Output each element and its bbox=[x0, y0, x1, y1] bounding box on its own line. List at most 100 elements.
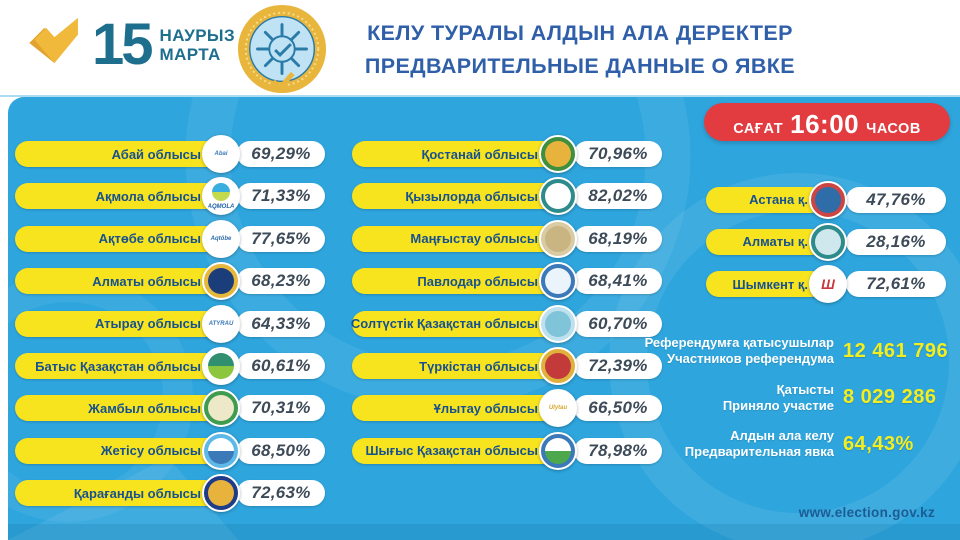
ulytau-region-emblem: Ulytau bbox=[539, 389, 577, 428]
region-label: Абай облысы bbox=[111, 146, 201, 162]
turnout-value: 72,61% bbox=[866, 274, 926, 294]
zhetisu-region-emblem bbox=[202, 431, 240, 470]
turnout-value: 60,70% bbox=[588, 313, 648, 333]
turnout-row: Алматы қ. 28,16% bbox=[706, 222, 952, 261]
turnout-value: 68,19% bbox=[588, 228, 648, 248]
astana-city-emblem bbox=[809, 180, 847, 219]
aqmola-region-emblem-text: AQMOLA bbox=[207, 204, 235, 211]
turnout-row: Астана қ. 47,76% bbox=[706, 180, 952, 219]
abai-region-emblem: Abai bbox=[202, 135, 240, 173]
turnout-row: Павлодар облысы 68,41% bbox=[352, 262, 670, 301]
turnout-value: 72,63% bbox=[251, 483, 311, 503]
region-label: Шымкент қ. bbox=[732, 276, 808, 292]
turnout-value: 60,61% bbox=[251, 356, 311, 375]
turnout-value: 47,76% bbox=[866, 189, 926, 209]
karagandy-region-emblem bbox=[202, 474, 240, 513]
region-name-pill: Атырау облысы bbox=[15, 310, 221, 337]
summary-label-ru: Участников референдума bbox=[667, 351, 834, 367]
turnout-row: Жамбыл облысы 70,31% bbox=[15, 389, 327, 428]
turnout-row: Абай облысы 69,29% Abai bbox=[15, 135, 327, 173]
shymkent-city-emblem-text: Ш bbox=[821, 276, 835, 293]
kyzylorda-region-emblem bbox=[539, 177, 577, 216]
region-label: Ақтөбе облысы bbox=[98, 231, 201, 247]
aqmola-region-emblem: AQMOLA bbox=[202, 177, 240, 216]
turnout-row: Ақтөбе облысы 77,65% Aqtöbe bbox=[15, 219, 327, 258]
turnout-value: 77,65% bbox=[251, 228, 311, 248]
turnout-value-pill: 60,61% bbox=[237, 353, 325, 379]
region-label: Батыс Қазақстан облысы bbox=[35, 358, 201, 374]
turnout-row: Қарағанды облысы 72,63% bbox=[15, 474, 327, 513]
region-label: Түркістан облысы bbox=[419, 358, 538, 374]
turnout-row: Ұлытау облысы 66,50% Ulytau bbox=[352, 389, 670, 428]
logo-month: НАУРЫЗ МАРТА bbox=[160, 26, 236, 64]
turnout-row: Алматы облысы 68,23% bbox=[15, 262, 327, 301]
region-name-pill: Жетісу облысы bbox=[15, 437, 221, 464]
time-badge-prefix: САҒАТ bbox=[733, 121, 784, 137]
website-link[interactable]: www.election.gov.kz bbox=[798, 505, 935, 520]
region-name-pill: Қарағанды облысы bbox=[15, 480, 221, 507]
region-label: Жетісу облысы bbox=[100, 443, 201, 459]
summary-label-kk: Қатысты bbox=[776, 381, 834, 397]
summary-label-kk: Алдын ала келу bbox=[730, 428, 834, 443]
turnout-value-pill: 72,63% bbox=[237, 480, 325, 507]
summary-value: 8 029 286 bbox=[843, 386, 937, 409]
turnout-row: Қостанай облысы 70,96% bbox=[352, 135, 670, 173]
mangystau-region-emblem bbox=[539, 219, 577, 258]
turnout-value: 28,16% bbox=[866, 231, 926, 251]
turnout-value-pill: 78,98% bbox=[574, 437, 662, 464]
turnout-value-pill: 68,19% bbox=[574, 225, 662, 252]
summary-row: Алдын ала келу Предварительная явка 64,43% bbox=[446, 428, 946, 461]
turnout-value-pill: 69,29% bbox=[237, 141, 325, 167]
region-label: Қызылорда облысы bbox=[405, 188, 538, 204]
turnout-value-pill: 71,33% bbox=[237, 183, 325, 210]
turnout-value: 78,98% bbox=[588, 440, 648, 460]
page-title-kk: КЕЛУ ТУРАЛЫ АЛДЫН АЛА ДЕРЕКТЕР bbox=[367, 21, 793, 45]
region-label: Шығыс Қазақстан облысы bbox=[365, 443, 538, 459]
soltustik-qazaqstan-region-emblem bbox=[539, 304, 577, 343]
region-label: Ақмола облысы bbox=[95, 188, 201, 204]
turnout-value-pill: 77,65% bbox=[237, 225, 325, 252]
abai-region-emblem-text: Abai bbox=[214, 151, 228, 157]
turnout-value: 69,29% bbox=[251, 144, 311, 163]
region-name-pill: Маңғыстау облысы bbox=[352, 225, 558, 252]
turnout-value: 68,50% bbox=[251, 440, 311, 460]
region-name-pill: Қызылорда облысы bbox=[352, 183, 558, 210]
kostanay-region-emblem bbox=[539, 135, 577, 173]
region-label: Павлодар облысы bbox=[417, 273, 538, 289]
turnout-value-pill: 60,70% bbox=[574, 310, 662, 337]
region-name-pill: Алматы қ. bbox=[706, 228, 824, 255]
region-name-pill: Жамбыл облысы bbox=[15, 395, 221, 422]
aqtobe-region-emblem: Aqtöbe bbox=[202, 219, 240, 258]
logo-month-ru: МАРТА bbox=[159, 45, 221, 64]
turnout-value: 68,23% bbox=[251, 271, 311, 291]
turnout-value-pill: 28,16% bbox=[846, 228, 946, 255]
turnout-row: Батыс Қазақстан облысы 60,61% bbox=[15, 347, 327, 385]
turnout-row: Қызылорда облысы 82,02% bbox=[352, 177, 670, 216]
summary-row: Референдумға қатысушылар Участников рефер… bbox=[446, 335, 948, 368]
summary-label-kk: Референдумға қатысушылар bbox=[644, 335, 834, 350]
region-name-pill: Шымкент қ. bbox=[706, 271, 824, 298]
turnout-value: 71,33% bbox=[251, 186, 311, 206]
region-name-pill: Ақмола облысы bbox=[15, 183, 221, 210]
turnout-row: Жетісу облысы 68,50% bbox=[15, 431, 327, 470]
time-badge: САҒАТ 16:00 ЧАСОВ bbox=[704, 103, 950, 141]
gold-checkmark-icon bbox=[26, 17, 88, 74]
page-title: КЕЛУ ТУРАЛЫ АЛДЫН АЛА ДЕРЕКТЕР ПРЕДВАРИТ… bbox=[345, 17, 815, 84]
time-badge-suffix: ЧАСОВ bbox=[866, 121, 921, 137]
turnout-value: 64,33% bbox=[251, 313, 311, 333]
logo-month-kk: НАУРЫЗ bbox=[159, 25, 236, 45]
results-panel: САҒАТ 16:00 ЧАСОВ Абай облысы 69,29% Abai А… bbox=[8, 97, 960, 540]
turnout-value: 70,96% bbox=[588, 144, 648, 163]
ulytau-region-emblem-text: Ulytau bbox=[548, 405, 568, 412]
shygys-qazaqstan-region-emblem bbox=[539, 431, 577, 470]
turnout-row: Маңғыстау облысы 68,19% bbox=[352, 219, 670, 258]
region-name-pill: Шығыс Қазақстан облысы bbox=[352, 437, 558, 464]
turnout-row: Шығыс Қазақстан облысы 78,98% bbox=[352, 431, 670, 470]
summary-label: Қатысты Приняло участие bbox=[723, 382, 834, 415]
region-name-pill: Ақтөбе облысы bbox=[15, 225, 221, 252]
turnout-value: 82,02% bbox=[588, 186, 648, 206]
region-name-pill: Ұлытау облысы bbox=[352, 395, 558, 422]
aqtobe-region-emblem-text: Aqtöbe bbox=[210, 235, 232, 242]
turnout-value-pill: 68,41% bbox=[574, 268, 662, 295]
